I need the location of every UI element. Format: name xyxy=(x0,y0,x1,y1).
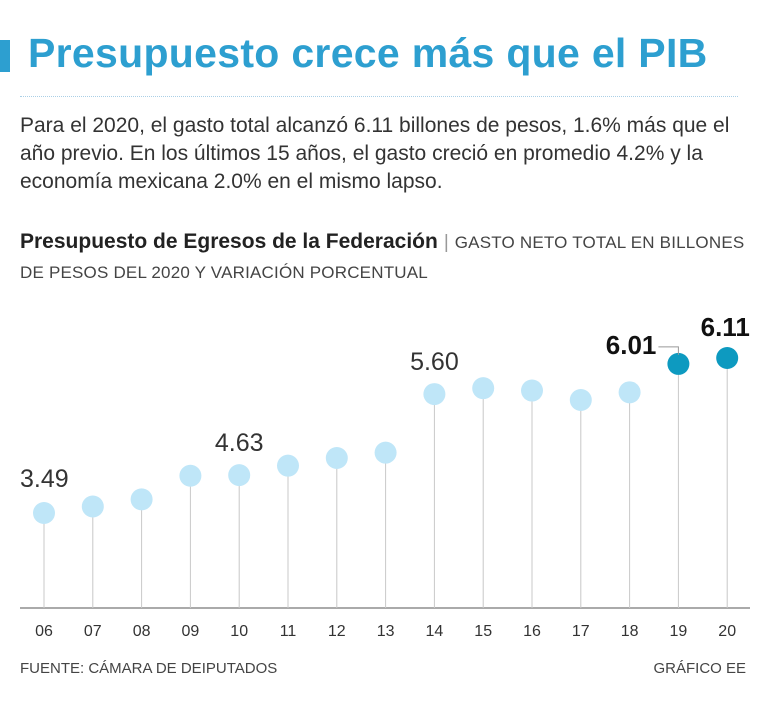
x-tick-label-10: 10 xyxy=(230,623,248,640)
point-19 xyxy=(667,352,690,375)
chart-subtitle: Gasto neto total en billones de pesos de… xyxy=(20,233,745,282)
x-tick-label-20: 20 xyxy=(718,623,736,640)
x-tick-label-18: 18 xyxy=(621,623,639,640)
x-tick-label-08: 08 xyxy=(133,623,151,640)
headline-divider xyxy=(20,96,738,97)
chart-title: Presupuesto de Egresos de la Federación |… xyxy=(20,227,750,288)
point-07 xyxy=(81,495,104,518)
x-tick-label-09: 09 xyxy=(182,623,200,640)
x-tick-label-17: 17 xyxy=(572,623,590,640)
x-tick-label-16: 16 xyxy=(523,623,541,640)
point-11 xyxy=(277,454,299,477)
point-15 xyxy=(472,377,495,400)
point-20 xyxy=(716,347,739,369)
graphic-credit: GRÁFICO EE xyxy=(653,660,746,677)
point-10 xyxy=(228,464,251,487)
point-09 xyxy=(179,464,202,487)
headline: Presupuesto crece más que el PIB xyxy=(28,30,708,76)
lollipop-chart: 06 07 08 09 10 11 12 13 14 15 16 17 18 19 20 3.49 4.63 5.… xyxy=(20,312,750,640)
data-label-20: 6.11 xyxy=(701,312,750,342)
data-label-19: 6.01 xyxy=(606,330,657,360)
x-tick-label-07: 07 xyxy=(84,623,102,640)
data-label-14: 5.60 xyxy=(410,348,459,376)
lede-paragraph: Para el 2020, el gasto total alcanzó 6.1… xyxy=(20,114,730,193)
chart-title-separator: | xyxy=(443,232,449,253)
x-tick-label-06: 06 xyxy=(35,623,53,640)
point-16 xyxy=(521,379,543,402)
x-tick-label-15: 15 xyxy=(474,623,492,640)
x-tick-label-11: 11 xyxy=(280,623,297,640)
point-08 xyxy=(130,488,153,511)
point-13 xyxy=(374,441,397,464)
point-12 xyxy=(325,446,348,469)
point-17 xyxy=(569,389,592,412)
point-14 xyxy=(423,383,446,406)
x-tick-label-13: 13 xyxy=(377,623,395,640)
x-tick-label-12: 12 xyxy=(328,623,346,640)
source-note: FUENTE: CÁMARA DE DEIPUTADOS xyxy=(20,660,278,677)
x-tick-label-19: 19 xyxy=(670,623,688,640)
leader-line-19 xyxy=(658,346,679,355)
headline-accent-bar xyxy=(0,40,10,72)
data-label-06: 3.49 xyxy=(20,465,69,493)
chart-title-main: Presupuesto de Egresos de la Federación xyxy=(20,230,438,253)
point-06 xyxy=(33,502,55,524)
x-tick-label-14: 14 xyxy=(426,623,444,640)
point-18 xyxy=(618,381,641,404)
data-label-10: 4.63 xyxy=(215,429,264,457)
